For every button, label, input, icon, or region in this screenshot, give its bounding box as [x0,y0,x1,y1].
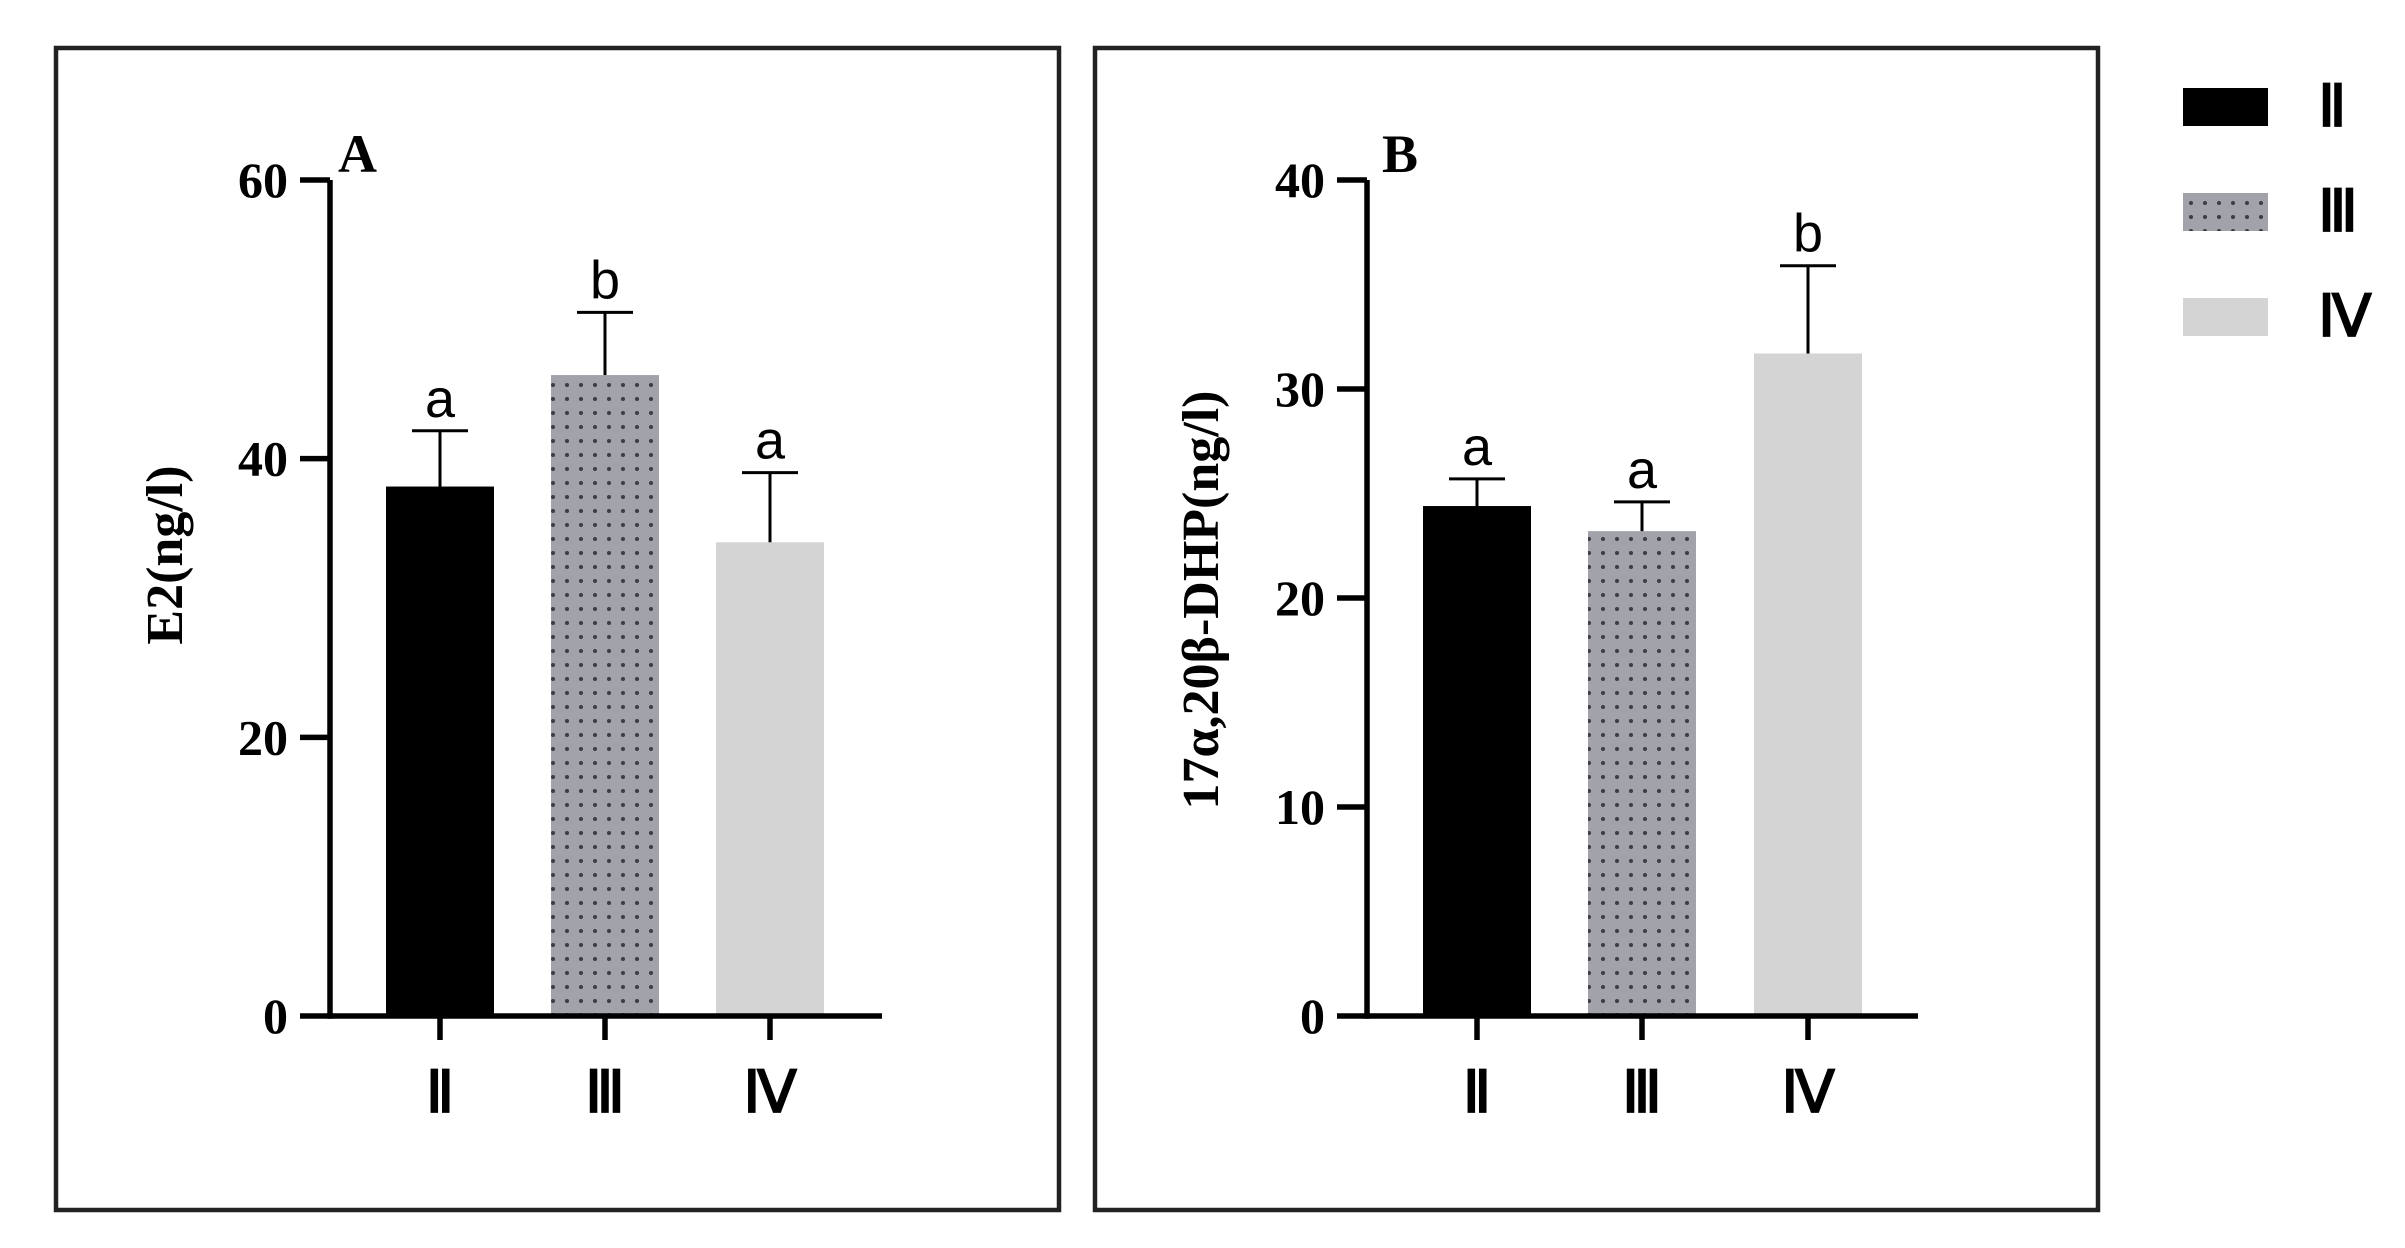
panel-a-sig-label-2: a [755,411,786,471]
panel-a-category-label-0: Ⅱ [426,1060,455,1125]
panel-a-bar-1 [551,375,659,1017]
panel-b-category-label-0: Ⅱ [1463,1060,1492,1125]
panel-b-ytick-label-0: 0 [1300,988,1325,1044]
panel-b-category-label-2: Ⅳ [1781,1060,1836,1125]
panel-b-bar-1 [1588,531,1696,1016]
panel-a-ylabel: E2(ng/l) [137,465,194,644]
panel-a-ytick-label-0: 0 [263,988,288,1044]
legend-label-iii: Ⅲ [2318,179,2358,244]
panel-b-bar-2 [1754,353,1862,1017]
panel-b-category-label-1: Ⅲ [1622,1060,1662,1125]
panel-a-ytick-label-2: 40 [238,431,288,487]
panel-b-frame [1092,45,2101,1213]
panel-a-ytick-label-1: 20 [238,709,288,765]
panel-a-ytick-label-3: 60 [238,152,288,208]
legend-swatch-iv [2183,298,2268,336]
panel-b-sig-label-0: a [1462,417,1493,477]
panel-b-ylabel: 17α,20β-DHP(ng/l) [1173,391,1230,810]
panel-b-sig-label-1: a [1627,440,1658,500]
legend-label-iv: Ⅳ [2318,284,2373,349]
panel-a-sig-label-1: b [590,250,620,310]
legend-label-ii: Ⅱ [2318,74,2347,139]
panel-b-ytick-label-2: 20 [1275,570,1325,626]
legend-swatch-iii [2183,193,2268,231]
panel-b-ytick-label-4: 40 [1275,152,1325,208]
panel-a-frame [53,45,1062,1213]
panel-b-ytick-label-1: 10 [1275,779,1325,835]
panel-a-bar-2 [716,542,824,1016]
panel-a-bar-0 [386,486,494,1016]
legend-swatch-ii [2183,88,2268,126]
legend: Ⅱ Ⅲ Ⅳ [2183,74,2373,349]
panel-a-category-label-1: Ⅲ [585,1060,625,1125]
panel-a-category-label-2: Ⅳ [743,1060,798,1125]
panel-a-label: A [338,124,377,184]
panel-b-bar-0 [1423,506,1531,1016]
panel-b-label: B [1382,124,1418,184]
panel-b-ytick-label-3: 30 [1275,361,1325,417]
panel-b-sig-label-2: b [1793,204,1823,264]
panel-a-sig-label-0: a [425,369,456,429]
